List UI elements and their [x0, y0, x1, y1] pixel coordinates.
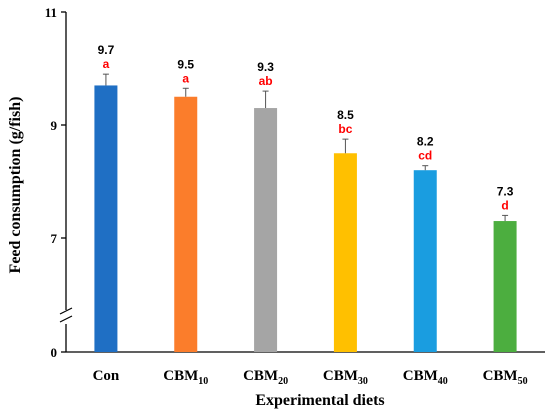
category-label: CBM50	[483, 368, 528, 387]
x-axis-label: Experimental diets	[255, 392, 384, 409]
value-label: 9.5	[177, 57, 194, 71]
category-label: CBM30	[323, 368, 368, 387]
significance-label: bc	[338, 122, 352, 136]
axes: 0 7 9 11	[45, 5, 545, 360]
bar	[413, 170, 437, 352]
bar	[493, 221, 517, 352]
value-label: 7.3	[497, 184, 514, 198]
bar	[333, 153, 357, 352]
category-label: CBM10	[163, 368, 208, 387]
bars	[94, 73, 517, 352]
significance-label: d	[501, 198, 508, 212]
significance-label: ab	[259, 74, 273, 88]
y-tick-label: 7	[51, 231, 58, 246]
y-tick-label: 0	[51, 345, 58, 360]
value-label: 8.2	[417, 135, 434, 149]
value-label: 8.5	[337, 108, 354, 122]
bar	[94, 85, 118, 352]
significance-label: a	[182, 71, 189, 85]
y-tick-label: 9	[51, 118, 58, 133]
significance-label: a	[103, 57, 110, 71]
category-label: CBM20	[243, 368, 288, 387]
data-labels: 9.7aCon9.5aCBM109.3abCBM208.5bcCBM308.2c…	[93, 43, 528, 387]
significance-label: cd	[418, 149, 432, 163]
bar	[174, 96, 198, 352]
value-label: 9.3	[257, 60, 274, 74]
value-label: 9.7	[98, 43, 115, 57]
axis-break-mark	[59, 307, 73, 315]
axis-break-mark	[59, 315, 73, 323]
y-tick-label: 11	[45, 5, 57, 20]
category-label: Con	[93, 368, 120, 384]
y-axis-label: Feed consumption (g/fish)	[7, 97, 24, 274]
category-label: CBM40	[403, 368, 448, 387]
bar	[254, 108, 278, 352]
